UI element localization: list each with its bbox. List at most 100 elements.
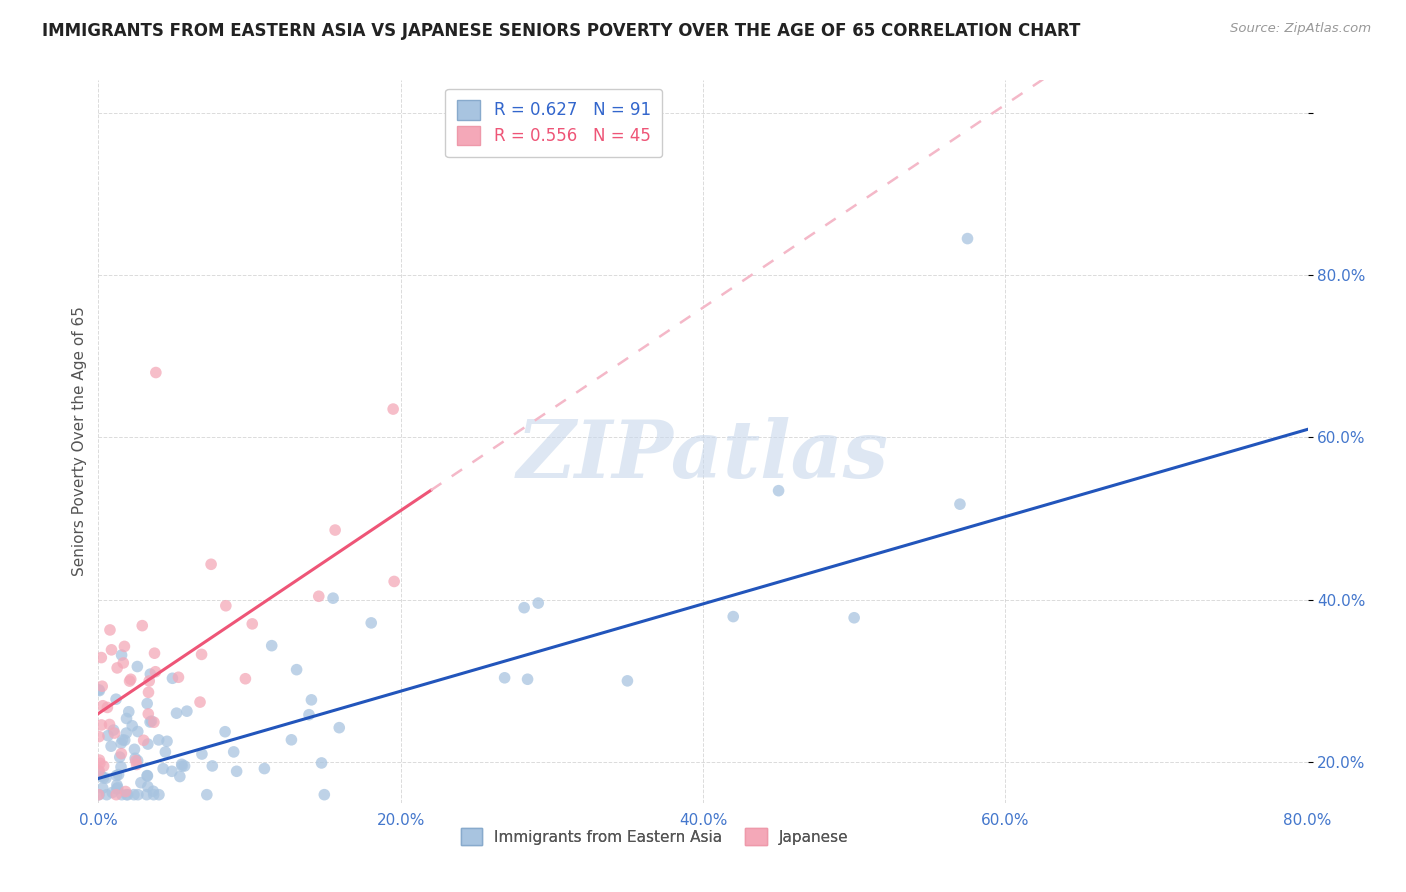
Point <box>235 672 257 686</box>
Point <box>195 788 218 802</box>
Point <box>299 693 322 707</box>
Point <box>90 650 112 665</box>
Point <box>214 724 236 739</box>
Point <box>105 778 128 792</box>
Point <box>124 751 146 765</box>
Point <box>170 759 193 773</box>
Point <box>148 732 170 747</box>
Point <box>136 780 159 794</box>
Point <box>112 656 135 670</box>
Point <box>110 648 132 662</box>
Point <box>105 692 128 706</box>
Point <box>222 745 245 759</box>
Point <box>322 591 344 606</box>
Point <box>382 402 405 417</box>
Point <box>494 671 516 685</box>
Point <box>240 616 263 631</box>
Point <box>148 788 170 802</box>
Point <box>382 574 405 589</box>
Text: Source: ZipAtlas.com: Source: ZipAtlas.com <box>1230 22 1371 36</box>
Point <box>105 769 128 783</box>
Point <box>956 231 979 245</box>
Point <box>115 788 138 802</box>
Point <box>127 754 149 768</box>
Point <box>145 665 167 679</box>
Point <box>89 764 111 778</box>
Point <box>120 673 142 687</box>
Point <box>122 788 145 802</box>
Point <box>298 707 321 722</box>
Point <box>844 611 866 625</box>
Point <box>169 770 191 784</box>
Text: ZIPatlas: ZIPatlas <box>517 417 889 495</box>
Point <box>139 714 162 729</box>
Point <box>96 788 118 802</box>
Point <box>280 732 302 747</box>
Point <box>87 788 110 802</box>
Point <box>166 706 188 721</box>
Point <box>127 724 149 739</box>
Point <box>105 788 128 802</box>
Point <box>188 695 211 709</box>
Point <box>949 497 972 511</box>
Point <box>160 764 183 779</box>
Point <box>124 742 146 756</box>
Point <box>155 745 177 759</box>
Point <box>260 639 283 653</box>
Point <box>135 788 157 802</box>
Point <box>87 764 110 778</box>
Point <box>90 769 112 783</box>
Point <box>136 697 159 711</box>
Point <box>93 759 115 773</box>
Point <box>768 483 790 498</box>
Point <box>90 718 112 732</box>
Point <box>136 737 159 751</box>
Point <box>127 659 149 673</box>
Point <box>156 734 179 748</box>
Point <box>110 747 132 761</box>
Point <box>142 715 165 730</box>
Point <box>136 768 159 782</box>
Point <box>142 784 165 798</box>
Point <box>176 704 198 718</box>
Point <box>93 771 115 785</box>
Point <box>129 775 152 789</box>
Point <box>91 698 114 713</box>
Point <box>143 646 166 660</box>
Point <box>125 754 148 768</box>
Point <box>285 663 308 677</box>
Point <box>103 723 125 737</box>
Point <box>311 756 333 770</box>
Point <box>97 729 120 743</box>
Point <box>89 683 111 698</box>
Point <box>96 700 118 714</box>
Point <box>170 757 193 772</box>
Point <box>89 753 111 767</box>
Point <box>100 643 122 657</box>
Point <box>200 558 222 572</box>
Point <box>118 705 141 719</box>
Point <box>114 784 136 798</box>
Point <box>87 682 110 697</box>
Point <box>115 726 138 740</box>
Point <box>131 618 153 632</box>
Point <box>125 757 148 772</box>
Point <box>138 685 160 699</box>
Point <box>138 673 160 688</box>
Point <box>115 711 138 725</box>
Point <box>127 788 149 802</box>
Point <box>136 769 159 783</box>
Point <box>142 788 165 802</box>
Point <box>201 759 224 773</box>
Point <box>308 589 330 603</box>
Point <box>98 717 121 731</box>
Point <box>87 730 110 744</box>
Point <box>516 672 538 686</box>
Point <box>139 667 162 681</box>
Text: IMMIGRANTS FROM EASTERN ASIA VS JAPANESE SENIORS POVERTY OVER THE AGE OF 65 CORR: IMMIGRANTS FROM EASTERN ASIA VS JAPANESE… <box>42 22 1081 40</box>
Point <box>141 714 163 728</box>
Point <box>101 785 124 799</box>
Point <box>110 736 132 750</box>
Legend: Immigrants from Eastern Asia, Japanese: Immigrants from Eastern Asia, Japanese <box>453 820 856 853</box>
Point <box>91 781 114 796</box>
